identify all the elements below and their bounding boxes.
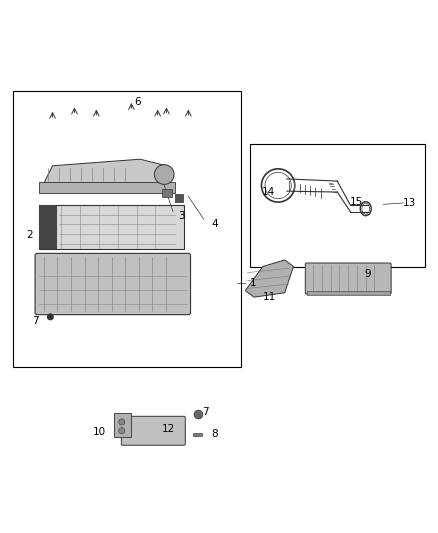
Bar: [175, 194, 183, 201]
Text: 7: 7: [32, 316, 39, 326]
FancyBboxPatch shape: [121, 416, 185, 445]
Text: 2: 2: [26, 230, 33, 240]
Bar: [162, 189, 172, 197]
Ellipse shape: [154, 165, 174, 184]
Circle shape: [194, 410, 203, 419]
Bar: [114, 413, 131, 437]
Circle shape: [119, 427, 125, 434]
Text: 11: 11: [263, 292, 276, 302]
Bar: [39, 205, 184, 249]
Text: 9: 9: [364, 269, 371, 279]
FancyBboxPatch shape: [35, 253, 191, 314]
Circle shape: [47, 313, 54, 320]
Bar: [307, 290, 390, 295]
Bar: [13, 91, 241, 367]
Text: 14: 14: [261, 187, 275, 197]
FancyBboxPatch shape: [305, 263, 391, 294]
Bar: [39, 205, 57, 249]
Bar: [250, 144, 425, 266]
Text: 1: 1: [250, 278, 257, 288]
PathPatch shape: [245, 260, 293, 297]
Bar: [193, 432, 202, 436]
Text: 12: 12: [162, 424, 175, 434]
Text: 13: 13: [403, 198, 416, 208]
Text: 7: 7: [202, 407, 209, 417]
Bar: [39, 182, 175, 193]
PathPatch shape: [44, 159, 166, 183]
Text: 6: 6: [134, 97, 141, 107]
Text: 4: 4: [211, 219, 218, 229]
Text: 3: 3: [178, 211, 185, 221]
Text: 8: 8: [211, 429, 218, 439]
Text: 10: 10: [93, 427, 106, 437]
Circle shape: [119, 419, 125, 425]
Text: 15: 15: [350, 197, 363, 207]
